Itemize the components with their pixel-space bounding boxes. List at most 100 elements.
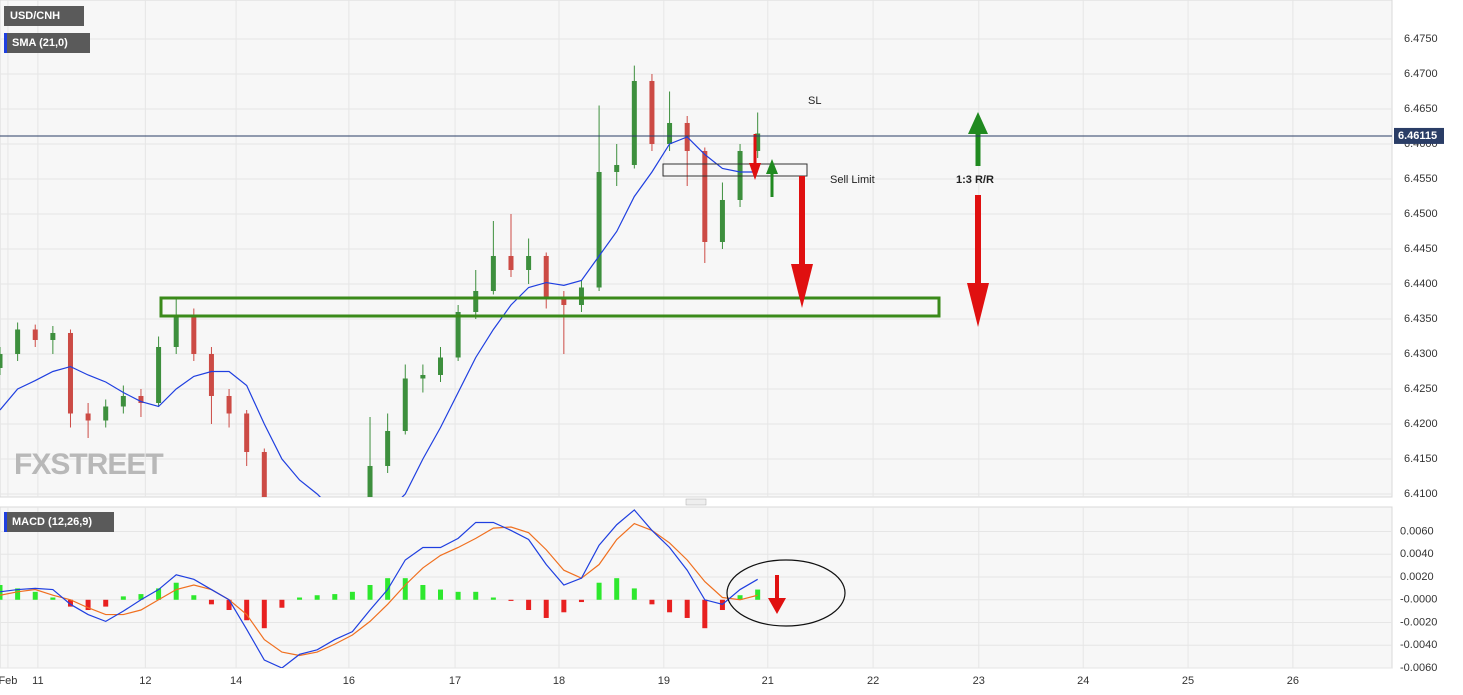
histogram-bar [631,588,637,600]
histogram-bar [438,589,444,600]
histogram-bar [156,588,162,600]
watermark: FXSTREET [14,448,163,481]
annotation: SL [808,95,821,107]
x-tick-label: 11 [32,675,43,687]
histogram-bar [420,584,426,600]
candle-body [438,357,444,375]
price-series [0,65,761,497]
sell-limit-box [662,163,808,177]
candle-body [0,353,3,368]
candle-body [85,413,91,421]
candle-body [50,332,56,340]
y-tick-label: 6.4200 [1404,418,1438,430]
histogram-bar [490,597,496,600]
histogram-bar [561,599,567,613]
x-tick-label: 25 [1182,675,1194,687]
panel-resize-handle[interactable] [685,498,707,506]
histogram-bar [279,599,285,608]
y-tick-label: 6.4100 [1404,488,1438,500]
histogram-bar [138,594,144,600]
candle-body [631,80,637,165]
chart-title: USD/CNH [10,10,60,22]
histogram-bar [332,594,338,600]
x-tick-label: 21 [762,675,774,687]
y-tick-label: 6.4350 [1404,313,1438,325]
histogram-bar [32,591,38,600]
histogram-bar [120,596,126,600]
arrows [726,112,989,627]
candle-body [67,332,73,414]
macd-series [0,509,761,668]
histogram-bar [526,599,532,611]
x-tick-label: Feb [0,675,17,687]
histogram-bar [402,578,408,600]
y-tick-label: 6.4250 [1404,383,1438,395]
candle-body [138,395,144,403]
candle-body [508,255,514,270]
x-tick-label: 14 [230,675,242,687]
candle-body [208,353,214,396]
candle-body [543,255,549,298]
histogram-bar [261,599,267,629]
candle-body [15,329,21,354]
histogram-bar [596,582,602,600]
macd-line [0,509,758,668]
histogram-bar [103,599,109,607]
annotation: Sell Limit [830,174,875,186]
x-tick-label: 12 [139,675,151,687]
x-tick-label: 16 [343,675,355,687]
y-tick-label: 0.0020 [1400,571,1434,583]
candle-body [614,164,620,172]
y-tick-label: 6.4700 [1404,68,1438,80]
histogram-bar [208,599,214,605]
histogram-bar [349,591,355,600]
x-tick-label: 17 [449,675,461,687]
y-tick-label: 6.4400 [1404,278,1438,290]
x-tick-label: 19 [658,675,670,687]
y-tick-label: -0.0060 [1400,662,1437,674]
histogram-bar [67,599,73,607]
candle-body [367,465,373,497]
macd-title: MACD (12,26,9) [12,516,92,528]
grid [0,0,1392,669]
macd-tag [4,512,114,532]
candle-body [120,395,126,407]
y-tick-label: 0.0060 [1400,525,1434,537]
histogram-bar [614,578,620,600]
candle-body [191,315,197,354]
y-tick-label: 6.4750 [1404,33,1438,45]
macd-panel [0,506,1393,669]
candle-body [702,150,708,242]
candle-body [244,413,250,452]
candle-body [561,297,567,305]
histogram-bar [702,599,708,629]
histogram-bar [191,595,197,600]
y-tick-label: -0.0040 [1400,639,1437,651]
histogram-bar [50,597,56,600]
histogram-bar [755,589,761,600]
candle-body [455,311,461,358]
current-price-tag [1394,127,1444,144]
candle-body [490,255,496,291]
histogram-bar [684,599,690,618]
candle-body [667,122,673,144]
candle-body [578,287,584,305]
y-tick-label: 6.4450 [1404,243,1438,255]
x-tick-label: 18 [553,675,565,687]
histogram-bar [314,595,320,600]
support-zone [159,296,941,318]
histogram-bar [737,595,743,600]
x-tick-label: 23 [973,675,985,687]
histogram-bar [473,591,479,600]
histogram-bar [173,582,179,600]
sma-legend: SMA (21,0) [12,37,68,49]
histogram-bar [667,599,673,613]
candle-body [420,374,426,379]
candle-body [737,150,743,200]
histogram-bar [508,599,514,601]
sma-line [0,136,758,497]
x-tick-label: 24 [1077,675,1089,687]
macd-tag-color [4,512,7,532]
y-tick-label: 0.0040 [1400,548,1434,560]
